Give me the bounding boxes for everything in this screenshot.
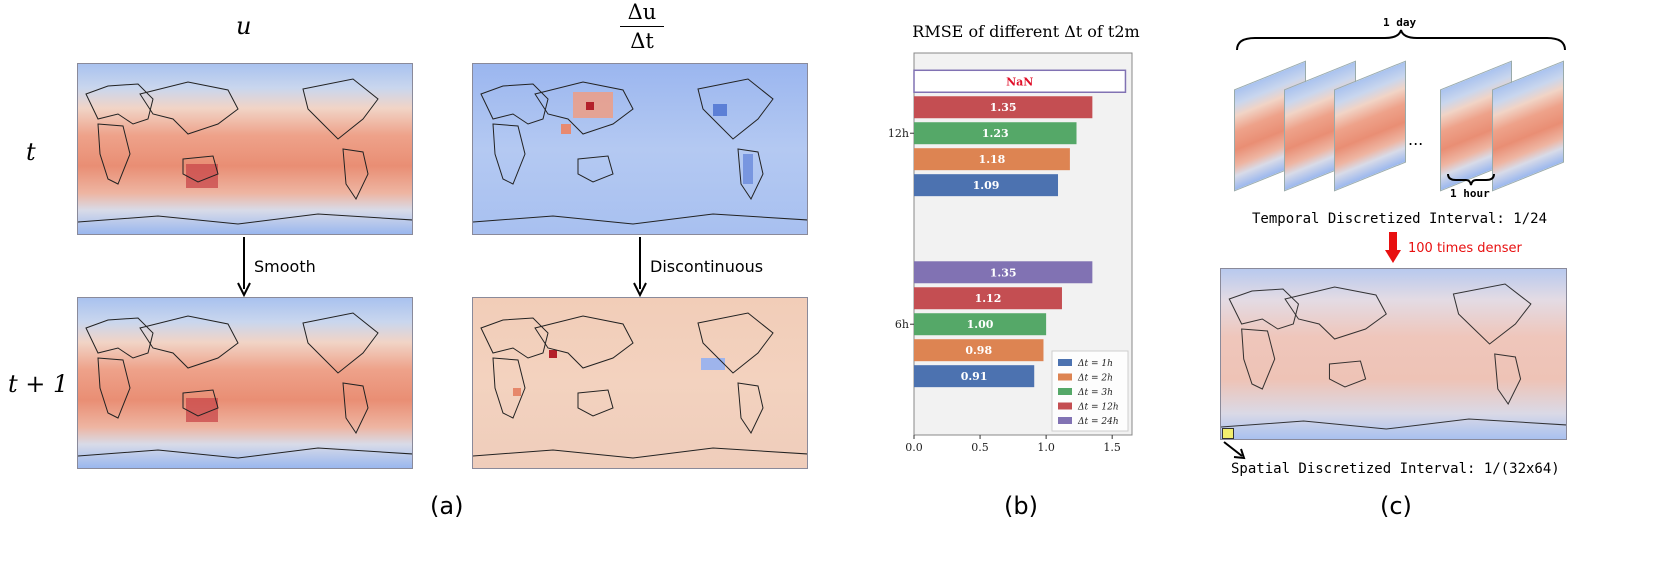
legend-swatch xyxy=(1058,373,1072,381)
discontinuous-label: Discontinuous xyxy=(650,257,764,276)
map-du-t1 xyxy=(472,297,808,469)
map-u-t1 xyxy=(77,297,413,469)
rmse-chart: 0.91 0.98 1.00 1.12 1.35 6h 1.09 1.18 1.23 1.35 Na… xyxy=(888,52,1133,454)
bar-label: 1.35 xyxy=(990,101,1017,114)
legend-label: Δt = 12h xyxy=(1077,403,1119,413)
bar-label: 1.12 xyxy=(975,292,1002,305)
col2-header-fraction: Δu Δt xyxy=(620,0,664,53)
caption-a: (a) xyxy=(430,492,464,520)
bar xyxy=(914,174,1059,197)
day-brace xyxy=(1236,29,1566,51)
bar-label: 1.09 xyxy=(973,179,1000,192)
legend-swatch xyxy=(1058,417,1072,424)
grid-cell-marker xyxy=(1222,428,1234,439)
bar xyxy=(914,339,1044,362)
ellipsis: ... xyxy=(1408,130,1424,149)
bar xyxy=(914,122,1077,145)
hour-label: 1 hour xyxy=(1450,187,1490,200)
legend-label: Δt = 3h xyxy=(1077,388,1113,398)
caption-c: (c) xyxy=(1380,492,1412,520)
bar xyxy=(914,261,1093,284)
frame-5 xyxy=(1492,60,1564,192)
bar-label: 1.00 xyxy=(967,318,994,331)
legend-swatch xyxy=(1058,402,1072,410)
smooth-label: Smooth xyxy=(254,257,316,276)
legend-swatch xyxy=(1058,388,1072,395)
frame-stack xyxy=(1230,55,1570,192)
bar xyxy=(914,365,1035,388)
map-dense xyxy=(1220,268,1567,440)
x-tick-label: 0.0 xyxy=(905,441,923,454)
bar-label: 0.98 xyxy=(965,344,992,357)
denser-text: 100 times denser xyxy=(1408,241,1522,256)
y-tick-label: 6h xyxy=(895,318,909,331)
x-tick-label: 1.5 xyxy=(1103,441,1121,454)
x-tick-label: 1.0 xyxy=(1037,441,1055,454)
col1-header: u xyxy=(236,12,252,40)
bar xyxy=(914,96,1093,119)
bar-label: 0.91 xyxy=(961,370,988,383)
y-tick-label: 12h xyxy=(888,127,909,140)
legend-label: Δt = 1h xyxy=(1077,359,1113,369)
legend-label: Δt = 2h xyxy=(1077,374,1113,384)
smooth-arrow xyxy=(237,237,251,297)
legend-swatch xyxy=(1058,359,1072,366)
bar-label: 1.18 xyxy=(979,153,1006,166)
bar xyxy=(914,287,1062,310)
fraction-bar xyxy=(620,26,664,27)
discontinuous-arrow xyxy=(633,237,647,297)
caption-b: (b) xyxy=(1004,492,1038,520)
bar-nan xyxy=(913,69,1127,94)
fraction-numerator: Δu xyxy=(627,0,657,24)
chart-title: RMSE of different Δt of t2m xyxy=(912,22,1140,41)
x-tick-label: 0.5 xyxy=(971,441,989,454)
bar-label: 1.23 xyxy=(982,127,1009,140)
frame-3 xyxy=(1334,60,1406,192)
temporal-text: Temporal Discretized Interval: 1/24 xyxy=(1252,211,1548,227)
row2-label: t + 1 xyxy=(8,370,69,398)
grid-cell-arrow xyxy=(1223,441,1246,460)
day-label: 1 day xyxy=(1383,16,1417,29)
legend-label: Δt = 24h xyxy=(1077,417,1119,427)
fraction-denominator: Δt xyxy=(630,29,654,53)
red-down-arrow xyxy=(1385,232,1401,263)
bar-label: 1.35 xyxy=(990,266,1017,279)
hour-brace xyxy=(1447,173,1495,186)
map-du-t xyxy=(472,63,808,235)
bar xyxy=(914,313,1047,336)
bar-label-nan: NaN xyxy=(1006,75,1033,88)
row1-label: t xyxy=(26,138,36,166)
bar xyxy=(914,148,1070,171)
map-u-t xyxy=(77,63,413,235)
spatial-text: Spatial Discretized Interval: 1/(32x64) xyxy=(1231,461,1560,477)
